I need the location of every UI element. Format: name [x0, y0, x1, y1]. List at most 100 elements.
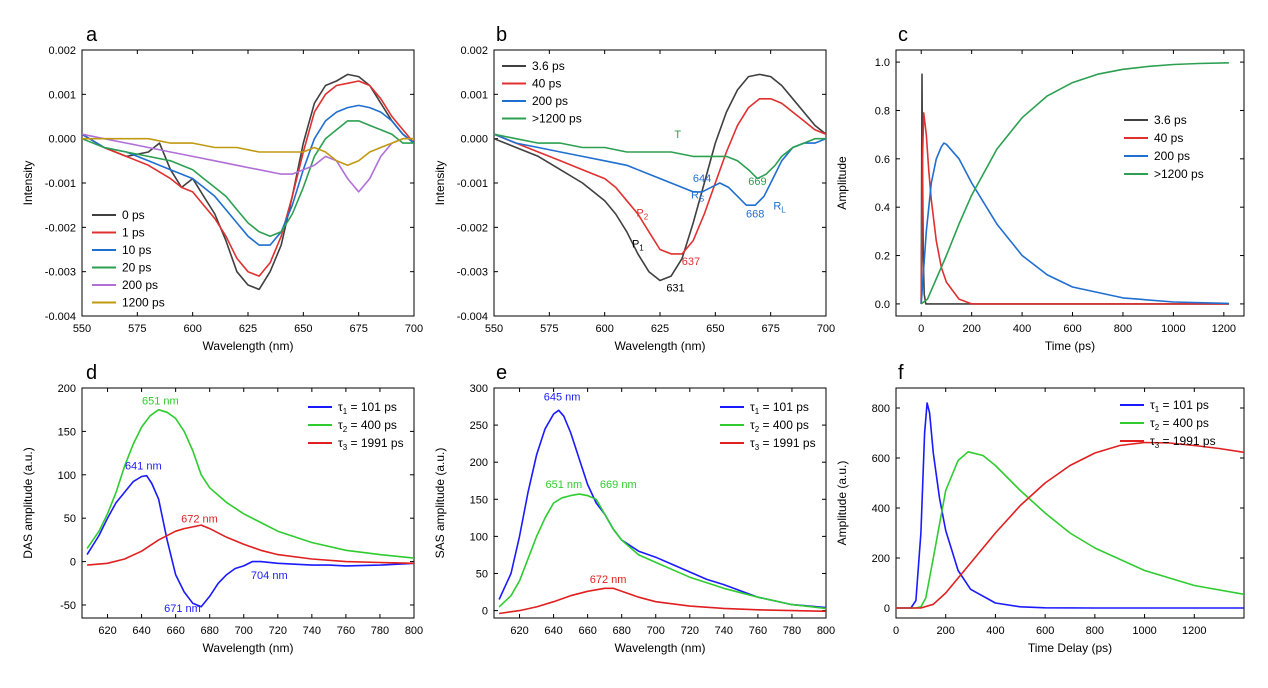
- y-axis-label: Amplitude: [835, 156, 849, 210]
- series-line-a-3: [82, 120, 414, 237]
- panel-label-f: f: [898, 362, 904, 384]
- legend-entry: >1200 ps: [532, 112, 582, 126]
- y-tick-label: 0.001: [460, 89, 488, 101]
- y-tick-label: 50: [64, 513, 76, 525]
- x-tick-label: 800: [1114, 323, 1132, 335]
- x-tick-label: 400: [986, 625, 1004, 637]
- series-line-a-1: [82, 80, 414, 277]
- legend-entry: >1200 ps: [1154, 167, 1204, 181]
- legend: 0 ps 1 ps 10 ps 20 ps 200 ps 1200 ps: [92, 208, 165, 310]
- series-line-e-0: [498, 409, 826, 609]
- panel-label-e: e: [496, 362, 507, 384]
- legend: 3.6 ps 40 ps 200 ps >1200 ps: [502, 59, 582, 126]
- annotation-b-0: T: [674, 129, 681, 141]
- x-tick-label: 640: [544, 625, 562, 637]
- chart-c: c 0 200 400 600 800 1000 1200 0.0 0.2 0.4 0.6 0.8 1.0…: [835, 24, 1245, 353]
- y-tick-label: -0.004: [45, 311, 76, 323]
- x-tick-label: 740: [303, 625, 321, 637]
- x-tick-label: 740: [715, 625, 733, 637]
- annotation-e-0: 645 nm: [544, 392, 581, 404]
- legend-entry: 40 ps: [532, 77, 561, 91]
- x-tick-label: 200: [962, 323, 980, 335]
- chart-f: f 0 200 400 600 800 1000 1200 0 200 400 600 800 Time …: [835, 362, 1245, 655]
- y-tick-label: 200: [872, 553, 890, 565]
- y-tick-label: 0: [70, 557, 76, 569]
- annotation-d-4: 671 nm: [164, 603, 201, 615]
- series-line-b-1: [494, 98, 826, 255]
- legend-entry: τ3 = 1991 ps: [338, 436, 404, 452]
- x-tick-label: 575: [540, 323, 558, 335]
- x-tick-label: 700: [405, 323, 423, 335]
- y-tick-label: 600: [872, 453, 890, 465]
- y-tick-label: 0.001: [48, 89, 76, 101]
- annotation-e-2: 669 nm: [600, 479, 637, 491]
- y-tick-label: 150: [470, 494, 488, 506]
- legend-entry: 40 ps: [1154, 131, 1183, 145]
- annotation-d-0: 651 nm: [142, 395, 179, 407]
- x-tick-label: 675: [761, 323, 779, 335]
- y-tick-label: 250: [470, 420, 488, 432]
- annotation-b-5: RL: [773, 201, 786, 215]
- legend: 3.6 ps 40 ps 200 ps >1200 ps: [1124, 113, 1204, 181]
- x-tick-label: 625: [239, 323, 257, 335]
- panel-label-b: b: [496, 24, 507, 46]
- x-tick-label: 0: [918, 323, 924, 335]
- y-tick-label: -0.001: [45, 178, 76, 190]
- y-tick-label: -0.002: [45, 222, 76, 234]
- legend-entry: 20 ps: [122, 261, 151, 275]
- plot-frame: [81, 387, 415, 619]
- chart-b: b 550 575 600 625 650 675 700 -0.004 -0.003 -0.002…: [433, 24, 835, 353]
- y-tick-label: 400: [872, 503, 890, 515]
- y-tick-label: 0.000: [460, 134, 488, 146]
- series-line-f-2: [896, 441, 1244, 609]
- x-tick-label: 650: [706, 323, 724, 335]
- y-tick-label: 0: [482, 606, 488, 618]
- x-tick-label: 700: [817, 323, 835, 335]
- x-tick-label: 760: [337, 625, 355, 637]
- annotation-d-2: 672 nm: [181, 514, 218, 526]
- y-tick-label: 1.0: [875, 57, 890, 69]
- series-line-f-0: [896, 402, 1244, 609]
- panel-label-d: d: [86, 362, 97, 384]
- y-tick-label: 0.002: [48, 45, 76, 57]
- annotation-b-8: P1: [632, 238, 644, 252]
- y-tick-label: 0.4: [875, 202, 890, 214]
- plot-frame: [493, 387, 827, 619]
- series-line-e-1: [498, 493, 826, 610]
- series-line-d-0: [86, 474, 414, 608]
- x-tick-label: 600: [1063, 323, 1081, 335]
- series-line-a-0: [82, 73, 414, 291]
- series-line-f-1: [896, 451, 1244, 609]
- legend-entry: τ2 = 400 ps: [1150, 416, 1209, 432]
- x-tick-label: 780: [371, 625, 389, 637]
- x-tick-label: 640: [132, 625, 150, 637]
- y-tick-label: -0.003: [457, 267, 488, 279]
- y-tick-label: 50: [476, 568, 488, 580]
- x-tick-label: 800: [817, 625, 835, 637]
- series-line-d-1: [86, 408, 414, 559]
- y-tick-label: -0.004: [457, 311, 488, 323]
- legend-entry: 200 ps: [532, 94, 568, 108]
- x-tick-label: 620: [510, 625, 528, 637]
- series-line-a-4: [82, 133, 414, 193]
- x-tick-label: 800: [405, 625, 423, 637]
- x-tick-label: 575: [128, 323, 146, 335]
- chart-d: d 620 640 660 680 700 720 740 760 780 800 -50 0 50 100…: [21, 362, 423, 655]
- y-tick-label: -0.002: [457, 222, 488, 234]
- x-tick-label: 700: [235, 625, 253, 637]
- series-line-e-2: [498, 587, 826, 615]
- legend: τ1 = 101 ps τ2 = 400 ps τ3 = 1991 ps: [720, 400, 816, 452]
- annotation-b-6: P2: [636, 207, 648, 221]
- series-line-c-3: [920, 62, 1229, 305]
- legend-entry: τ3 = 1991 ps: [750, 436, 816, 452]
- y-tick-label: 0.000: [48, 134, 76, 146]
- y-tick-label: 300: [470, 383, 488, 395]
- plot-frame: [81, 49, 415, 317]
- legend-entry: 200 ps: [1154, 149, 1190, 163]
- x-axis-label: Time Delay (ps): [1028, 641, 1112, 655]
- legend-entry: 200 ps: [122, 278, 158, 292]
- annotation-e-3: 672 nm: [590, 574, 627, 586]
- panel-label-c: c: [898, 24, 908, 46]
- x-tick-label: 550: [73, 323, 91, 335]
- plot-frame: [895, 387, 1245, 619]
